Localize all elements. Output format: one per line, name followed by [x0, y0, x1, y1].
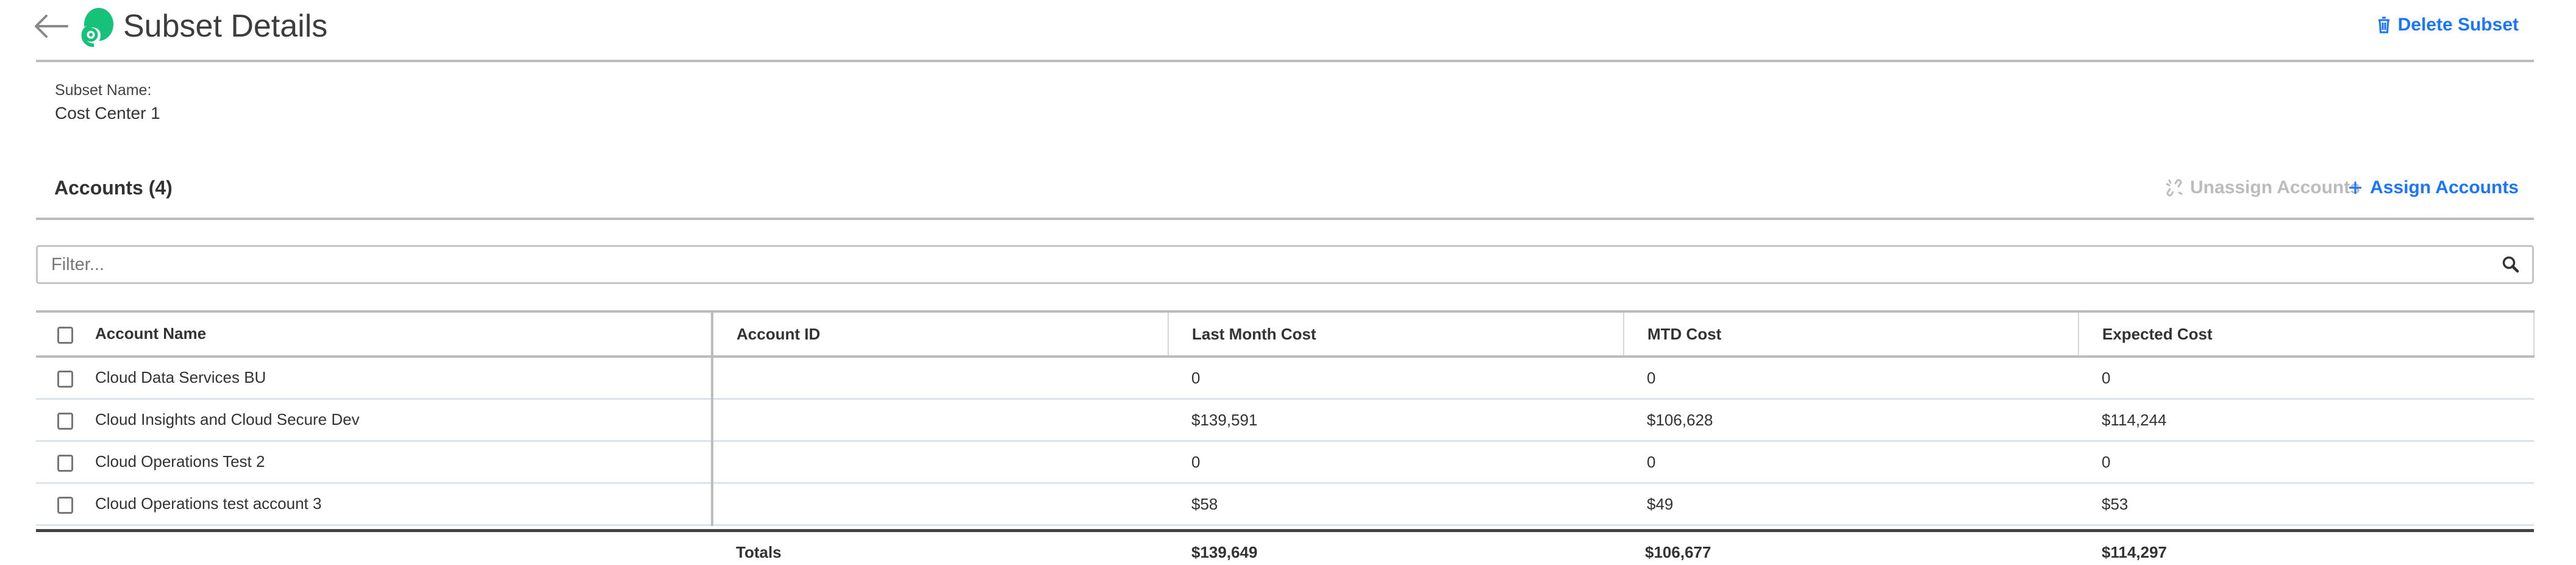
page-title: Subset Details — [123, 9, 328, 44]
column-header-account-name[interactable]: Account Name — [36, 311, 713, 357]
totals-label: Totals — [736, 543, 782, 561]
cell-last-month-cost: $139,591 — [1191, 410, 1258, 429]
cell-account-id — [712, 483, 1168, 525]
cell-expected-cost: 0 — [2102, 368, 2111, 387]
back-button[interactable] — [34, 13, 68, 39]
cell-account-id — [712, 441, 1168, 483]
cell-account-id — [712, 399, 1168, 441]
cell-mtd-cost: $49 — [1647, 494, 1674, 513]
accounts-table: Account Name Account ID Last Month Cost … — [36, 310, 2535, 526]
cell-account-id — [712, 357, 1168, 399]
cell-account-name: Cloud Data Services BU — [36, 357, 713, 399]
assign-accounts-label: Assign Accounts — [2370, 177, 2519, 197]
cell-expected-cost: 0 — [2102, 452, 2111, 471]
cell-account-name: Cloud Operations Test 2 — [36, 441, 713, 483]
row-checkbox[interactable] — [57, 412, 73, 430]
cell-account-name: Cloud Operations test account 3 — [36, 483, 713, 525]
row-checkbox[interactable] — [57, 370, 73, 388]
unlink-icon — [2166, 179, 2183, 197]
cell-last-month-cost: 0 — [1191, 452, 1201, 471]
delete-subset-label: Delete Subset — [2397, 15, 2519, 35]
delete-subset-button[interactable]: Delete Subset — [2377, 15, 2519, 35]
totals-mtd-cost: $106,677 — [1645, 543, 1711, 561]
arrow-left-icon — [35, 15, 68, 38]
subset-name-label: Subset Name: — [55, 82, 152, 99]
filter-box — [36, 245, 2534, 284]
column-header-expected-cost[interactable]: Expected Cost — [2078, 311, 2535, 357]
column-header-account-id[interactable]: Account ID — [712, 311, 1169, 357]
subset-name-value: Cost Center 1 — [55, 104, 160, 123]
table-row[interactable]: Cloud Data Services BU 0 0 0 — [36, 357, 2534, 399]
cell-last-month-cost: $58 — [1191, 494, 1218, 513]
totals-row: Totals $139,649 $106,677 $114,297 — [36, 529, 2534, 565]
cell-last-month-cost: 0 — [1191, 368, 1201, 387]
header-divider — [36, 60, 2534, 62]
table-row[interactable]: Cloud Operations test account 3 $58 $49 $53 — [36, 483, 2534, 525]
app-logo — [74, 7, 115, 48]
cell-expected-cost: $114,244 — [2102, 410, 2167, 429]
column-header-last-month-cost[interactable]: Last Month Cost — [1168, 311, 1624, 357]
cell-expected-cost: $53 — [2102, 494, 2128, 513]
row-checkbox[interactable] — [57, 496, 73, 514]
unassign-accounts-label: Unassign Accounts — [2190, 177, 2360, 197]
totals-expected-cost: $114,297 — [2102, 543, 2167, 561]
column-header-mtd-cost[interactable]: MTD Cost — [1624, 311, 2079, 357]
search-icon[interactable] — [2502, 255, 2520, 274]
cell-account-name: Cloud Insights and Cloud Secure Dev — [36, 399, 713, 441]
table-header-row: Account Name Account ID Last Month Cost … — [36, 311, 2535, 357]
plus-icon — [2349, 182, 2362, 194]
trash-icon — [2378, 16, 2389, 34]
table-row[interactable]: Cloud Insights and Cloud Secure Dev $139,… — [36, 399, 2534, 441]
unassign-accounts-button[interactable]: Unassign Accounts — [2166, 177, 2360, 198]
assign-accounts-button[interactable]: Assign Accounts — [2348, 177, 2519, 198]
accounts-heading: Accounts (4) — [54, 177, 173, 199]
select-all-checkbox[interactable] — [57, 326, 73, 344]
totals-last-month-cost: $139,649 — [1191, 543, 1258, 561]
filter-input[interactable] — [38, 247, 2460, 282]
cell-mtd-cost: 0 — [1647, 452, 1656, 471]
table-row[interactable]: Cloud Operations Test 2 0 0 0 — [36, 441, 2534, 483]
cell-mtd-cost: 0 — [1647, 368, 1656, 387]
accounts-divider — [36, 218, 2534, 220]
cell-mtd-cost: $106,628 — [1647, 410, 1713, 429]
row-checkbox[interactable] — [57, 454, 73, 472]
